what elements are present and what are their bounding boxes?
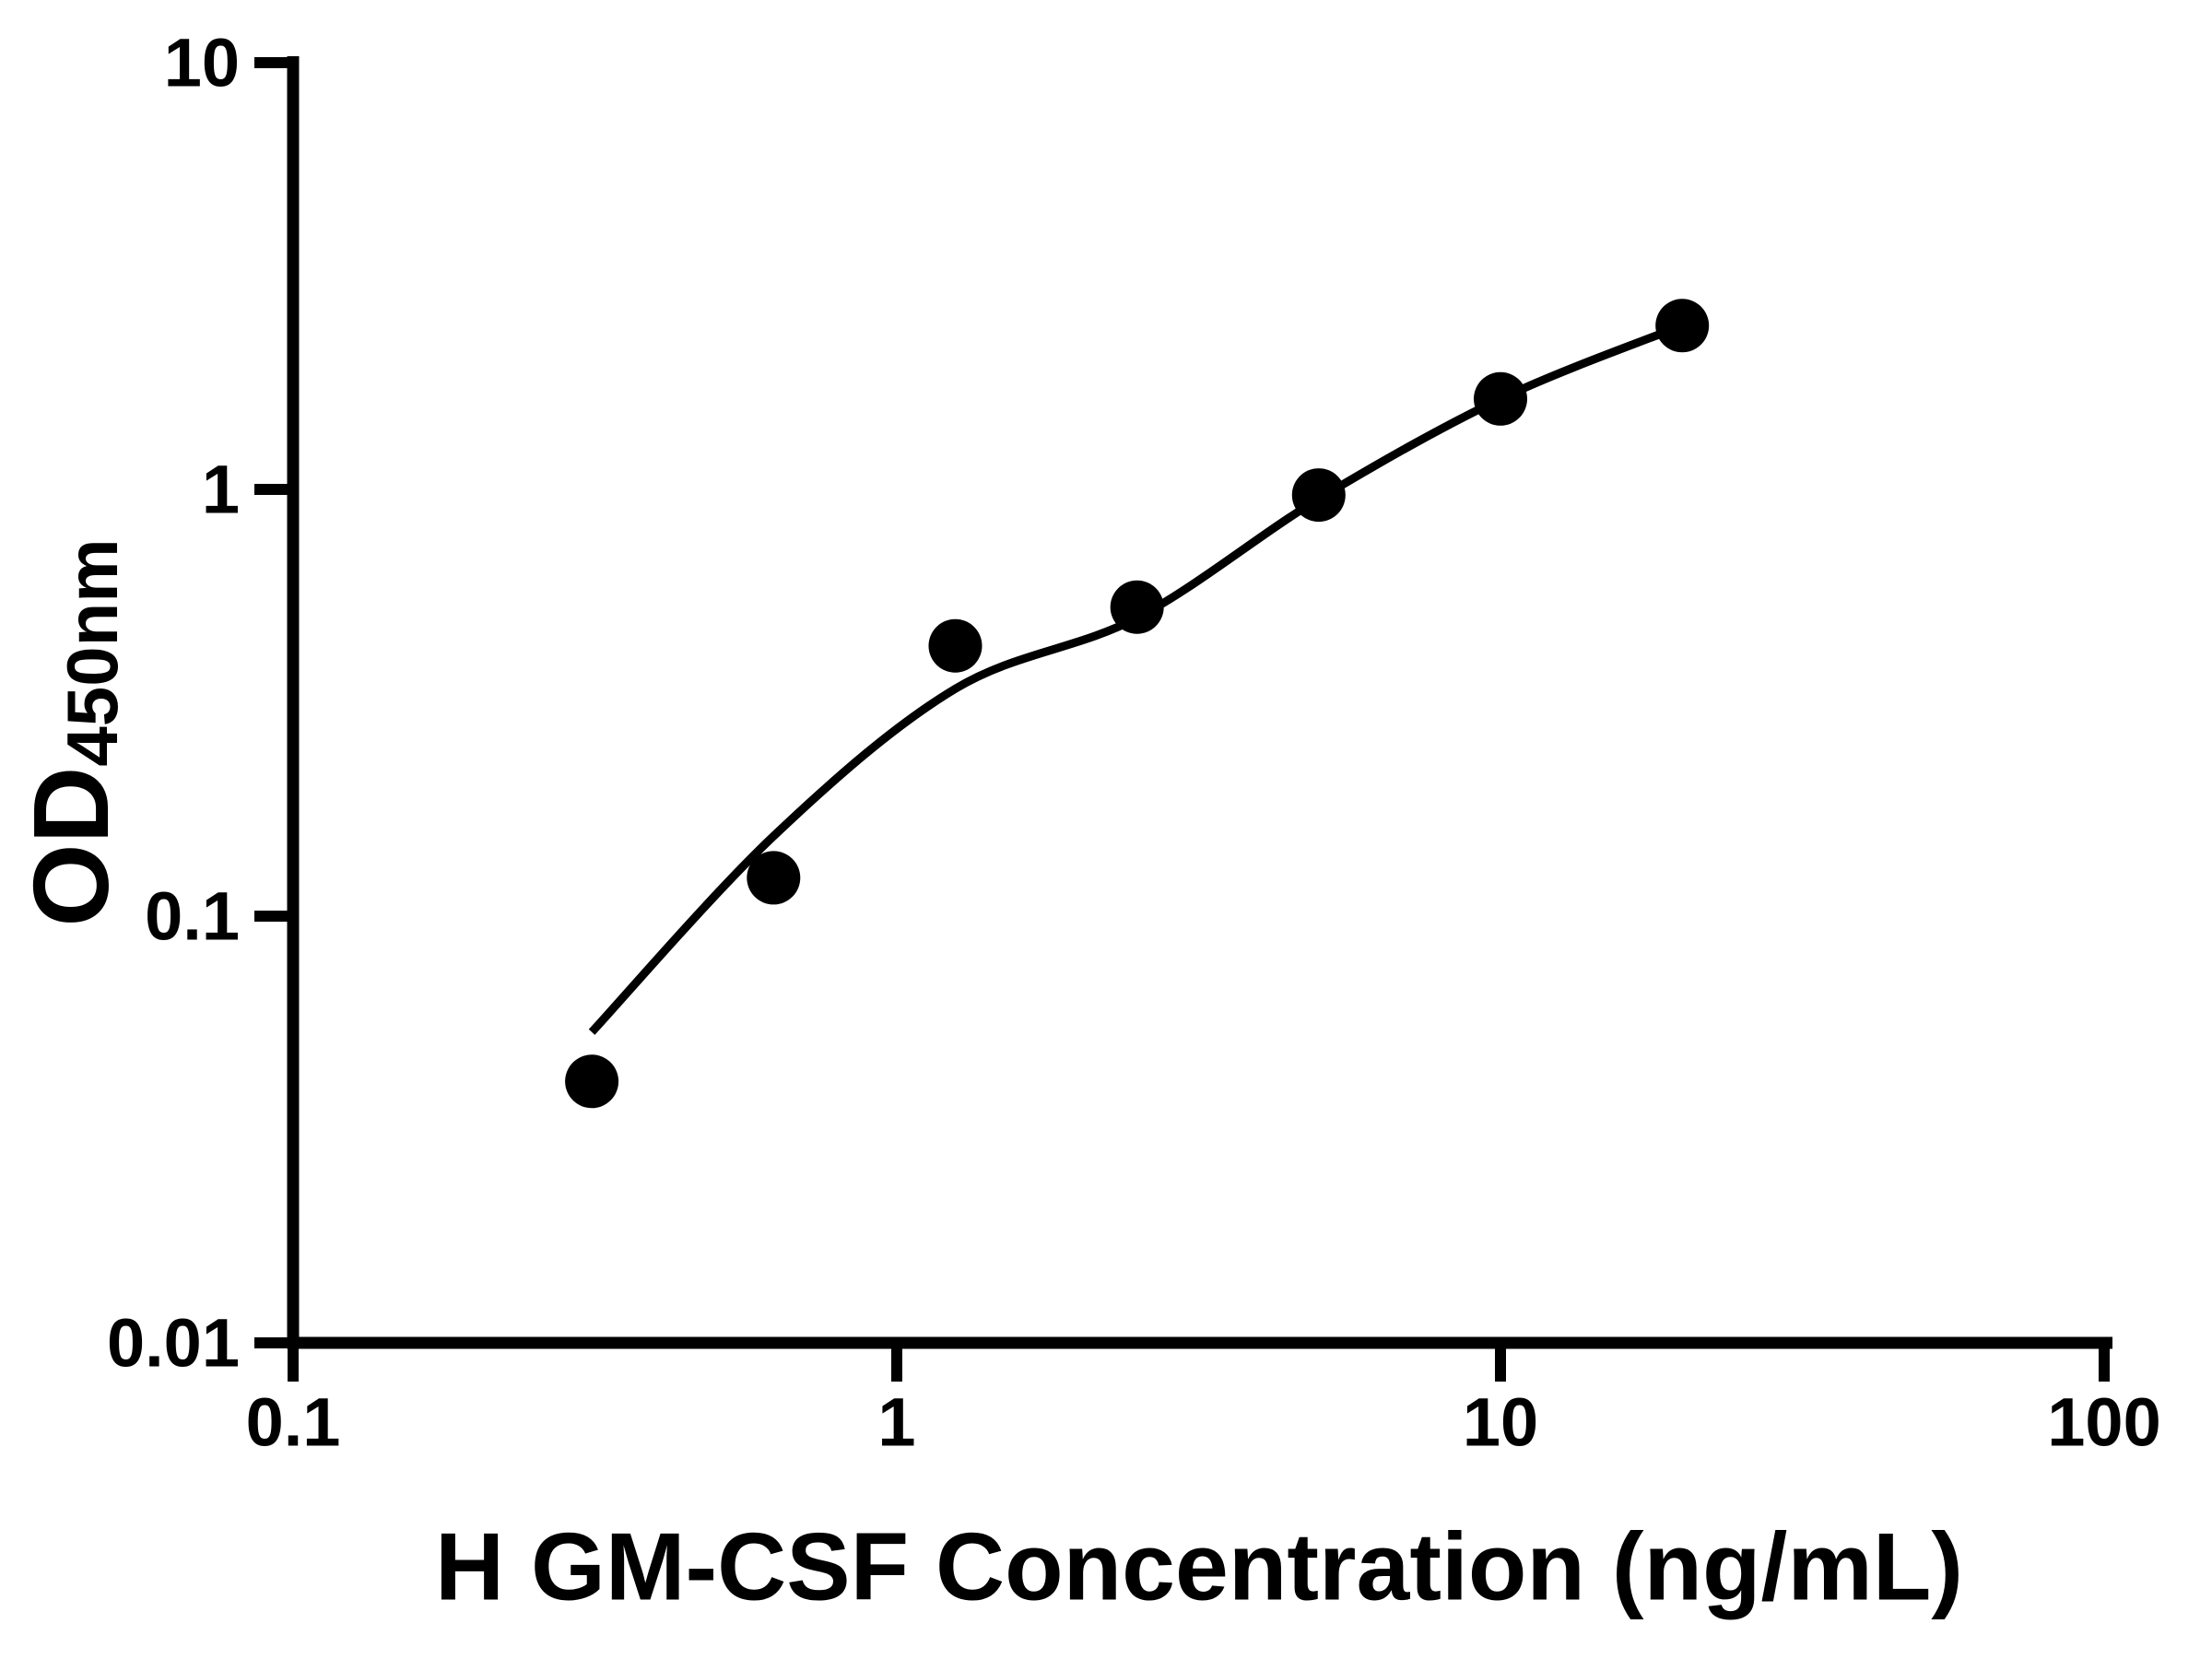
y-axis-title-subscript: 450nm <box>52 538 133 767</box>
y-tick-label-0.01: 0.01 <box>107 1305 240 1382</box>
data-point-3 <box>928 618 982 673</box>
data-point-2 <box>747 851 801 905</box>
fit-curve <box>588 322 1684 1035</box>
y-axis-title-main: OD <box>11 766 131 927</box>
x-tick-label-100: 100 <box>2047 1384 2160 1461</box>
x-tick-label-0.1: 0.1 <box>246 1384 341 1461</box>
x-axis-title: H GM-CSF Concentration (ng/mL) <box>434 1513 1964 1621</box>
data-point-4 <box>1110 580 1164 634</box>
data-point-6 <box>1474 371 1527 426</box>
y-tick-label-10: 10 <box>164 25 240 101</box>
x-tick-label-10: 10 <box>1463 1384 1538 1461</box>
data-point-1 <box>565 1054 619 1109</box>
data-point-7 <box>1655 299 1710 353</box>
y-tick-label-0.1: 0.1 <box>145 878 240 955</box>
data-point-5 <box>1291 468 1346 523</box>
y-tick-label-1: 1 <box>202 452 240 528</box>
y-axis-title: OD 450nm <box>9 538 133 926</box>
x-tick-label-1: 1 <box>877 1384 915 1461</box>
